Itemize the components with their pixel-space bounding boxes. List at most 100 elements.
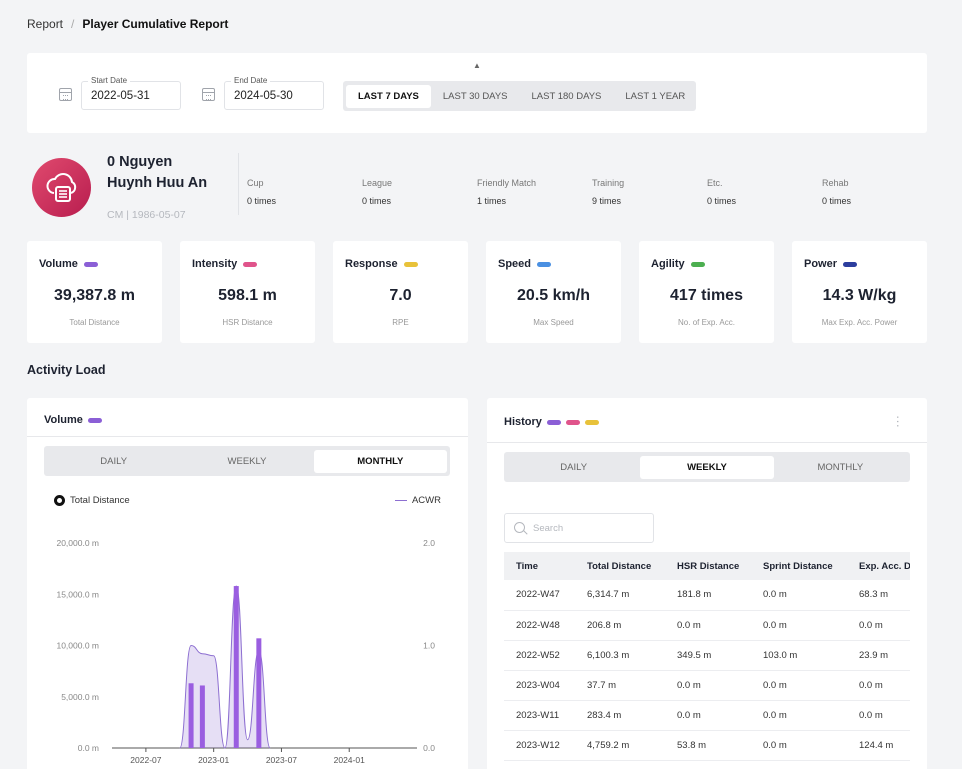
volume-tab-daily[interactable]: DAILY bbox=[100, 455, 128, 467]
volume-period-toggle: DAILY WEEKLY MONTHLY bbox=[44, 446, 450, 476]
x-tick-label: 2023-01 bbox=[198, 755, 229, 765]
end-date-label: End Date bbox=[231, 76, 271, 85]
calendar-icon[interactable] bbox=[59, 88, 72, 101]
count-friendly-match: Friendly Match 1 times bbox=[477, 178, 537, 206]
start-date-value[interactable]: 2022-05-31 bbox=[91, 90, 150, 102]
end-date-value[interactable]: 2024-05-30 bbox=[234, 90, 293, 102]
more-options-icon[interactable]: ··· bbox=[891, 415, 906, 428]
range-last-7-days-button[interactable]: LAST 7 DAYS bbox=[346, 84, 431, 108]
column-header-total-distance[interactable]: Total Distance bbox=[575, 552, 665, 580]
range-last-30-days-button[interactable]: LAST 30 DAYS bbox=[442, 90, 508, 102]
history-tab-monthly[interactable]: MONTHLY bbox=[817, 461, 864, 473]
metric-value: 417 times bbox=[670, 287, 743, 304]
count-rehab: Rehab 0 times bbox=[822, 178, 852, 206]
metric-card-power[interactable]: Power 14.3 W/kg Max Exp. Acc. Power bbox=[792, 241, 927, 343]
breadcrumb-root[interactable]: Report bbox=[27, 17, 64, 31]
volume-panel: Volume DAILY WEEKLY MONTHLY Total Distan… bbox=[27, 398, 468, 769]
table-header-row: Time Total Distance HSR Distance Sprint … bbox=[504, 552, 910, 580]
count-etc: Etc. 0 times bbox=[707, 178, 737, 206]
table-row[interactable]: 2022-W47 6,314.7 m 181.8 m 0.0 m 68.3 m bbox=[504, 580, 910, 611]
acwr-line bbox=[179, 585, 271, 749]
response-color-pill bbox=[584, 419, 599, 425]
legend-total-distance[interactable]: Total Distance bbox=[54, 495, 130, 506]
metric-card-agility[interactable]: Agility 417 times No. of Exp. Acc. bbox=[639, 241, 774, 343]
volume-color-pill bbox=[546, 419, 561, 425]
speed-color-pill bbox=[537, 261, 552, 267]
y-tick-label: 10,000.0 m bbox=[56, 641, 99, 651]
end-date-field[interactable]: End Date 2024-05-30 bbox=[224, 76, 324, 110]
table-row[interactable]: 2022-W52 6,100.3 m 349.5 m 103.0 m 23.9 m bbox=[504, 640, 910, 671]
y2-tick-label: 0.0 bbox=[423, 743, 435, 753]
count-league: League 0 times bbox=[362, 178, 393, 206]
y-tick-label: 15,000.0 m bbox=[56, 589, 99, 599]
metric-value: 14.3 W/kg bbox=[822, 287, 897, 304]
metric-sub: HSR Distance bbox=[222, 318, 273, 327]
volume-tab-weekly[interactable]: WEEKLY bbox=[227, 455, 267, 467]
total-distance-bar bbox=[233, 586, 239, 748]
volume-tab-monthly[interactable]: MONTHLY bbox=[313, 449, 447, 473]
y-tick-label: 5,000.0 m bbox=[61, 692, 99, 702]
count-cup: Cup 0 times bbox=[247, 178, 277, 206]
y2-tick-label: 2.0 bbox=[423, 538, 435, 548]
metric-sub: Max Speed bbox=[533, 318, 574, 327]
legend-line-icon bbox=[394, 500, 407, 501]
y2-tick-label: 1.0 bbox=[423, 641, 435, 651]
volume-panel-title: Volume bbox=[44, 414, 102, 426]
y-tick-label: 20,000.0 m bbox=[56, 538, 99, 548]
player-meta: CM | 1986-05-07 bbox=[107, 209, 186, 221]
x-tick-label: 2024-01 bbox=[334, 755, 365, 765]
metric-card-intensity[interactable]: Intensity 598.1 m HSR Distance bbox=[180, 241, 315, 343]
section-title: Activity Load bbox=[27, 363, 106, 377]
metric-value: 20.5 km/h bbox=[517, 287, 590, 304]
breadcrumb-separator: / bbox=[71, 17, 75, 31]
team-crest-icon bbox=[46, 172, 76, 202]
table-row[interactable]: 2023-W04 37.7 m 0.0 m 0.0 m 0.0 m bbox=[504, 670, 910, 701]
column-header-hsr-distance[interactable]: HSR Distance bbox=[665, 552, 751, 580]
date-range-toggle: LAST 7 DAYS LAST 30 DAYS LAST 180 DAYS L… bbox=[343, 81, 696, 111]
history-panel-title: History bbox=[504, 416, 599, 428]
range-last-1-year-button[interactable]: LAST 1 YEAR bbox=[625, 90, 686, 102]
search-box[interactable] bbox=[504, 513, 654, 543]
divider bbox=[27, 436, 468, 437]
power-color-pill bbox=[843, 261, 858, 267]
history-panel: History ··· DAILY WEEKLY MONTHLY Time To… bbox=[487, 398, 927, 769]
search-input[interactable] bbox=[533, 520, 643, 536]
history-tab-daily[interactable]: DAILY bbox=[560, 461, 588, 473]
table-row[interactable]: 2023-W12 4,759.2 m 53.8 m 0.0 m 124.4 m bbox=[504, 730, 910, 761]
column-header-sprint-distance[interactable]: Sprint Distance bbox=[751, 552, 847, 580]
start-date-label: Start Date bbox=[88, 76, 131, 85]
metric-card-response[interactable]: Response 7.0 RPE bbox=[333, 241, 468, 343]
history-table-wrapper[interactable]: Time Total Distance HSR Distance Sprint … bbox=[504, 552, 910, 769]
metric-sub: No. of Exp. Acc. bbox=[678, 318, 735, 327]
metric-card-speed[interactable]: Speed 20.5 km/h Max Speed bbox=[486, 241, 621, 343]
metric-card-volume[interactable]: Volume 39,387.8 m Total Distance bbox=[27, 241, 162, 343]
history-period-toggle: DAILY WEEKLY MONTHLY bbox=[504, 452, 910, 482]
metric-sub: Total Distance bbox=[69, 318, 120, 327]
history-table: Time Total Distance HSR Distance Sprint … bbox=[504, 552, 910, 761]
breadcrumb: Report / Player Cumulative Report bbox=[27, 17, 228, 31]
total-distance-bar bbox=[188, 683, 194, 748]
y-tick-label: 0.0 m bbox=[78, 743, 99, 753]
column-header-time[interactable]: Time bbox=[504, 552, 575, 580]
page-title: Player Cumulative Report bbox=[82, 17, 229, 31]
table-row[interactable]: 2023-W11 283.4 m 0.0 m 0.0 m 0.0 m bbox=[504, 700, 910, 731]
range-last-180-days-button[interactable]: LAST 180 DAYS bbox=[531, 90, 602, 102]
metric-value: 598.1 m bbox=[218, 287, 277, 304]
volume-color-pill bbox=[87, 417, 102, 423]
history-tab-weekly[interactable]: WEEKLY bbox=[640, 455, 774, 479]
player-name: 0 Nguyen Huynh Huu An bbox=[107, 154, 208, 191]
start-date-field[interactable]: Start Date 2022-05-31 bbox=[81, 76, 181, 110]
agility-color-pill bbox=[690, 261, 705, 267]
collapse-caret-icon[interactable]: ▲ bbox=[473, 61, 481, 70]
intensity-color-pill bbox=[565, 419, 580, 425]
table-row[interactable]: 2022-W48 206.8 m 0.0 m 0.0 m 0.0 m bbox=[504, 610, 910, 641]
divider bbox=[238, 153, 239, 215]
response-color-pill bbox=[403, 261, 418, 267]
total-distance-bar bbox=[256, 638, 262, 748]
volume-chart: 0.0 m 5,000.0 m 10,000.0 m 15,000.0 m 20,000… bbox=[56, 538, 435, 765]
calendar-icon[interactable] bbox=[202, 88, 215, 101]
metric-value: 39,387.8 m bbox=[54, 287, 135, 304]
total-distance-bar bbox=[199, 685, 205, 748]
column-header-exp-acc-distance[interactable]: Exp. Acc. Distance bbox=[847, 552, 910, 580]
legend-acwr[interactable]: ACWR bbox=[394, 495, 441, 506]
